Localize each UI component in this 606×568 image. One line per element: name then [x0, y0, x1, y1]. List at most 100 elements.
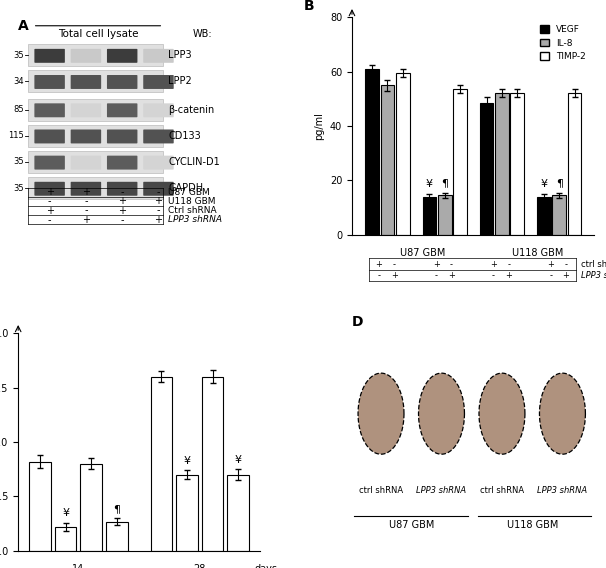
Text: ctrl shRNA: ctrl shRNA: [480, 486, 524, 495]
FancyBboxPatch shape: [28, 99, 163, 120]
Bar: [81, 464, 102, 551]
Text: -: -: [48, 215, 52, 225]
Text: +: +: [45, 187, 53, 197]
Text: +: +: [118, 206, 126, 216]
Text: -: -: [48, 197, 52, 206]
Bar: [422, 197, 436, 235]
FancyBboxPatch shape: [107, 75, 138, 89]
Text: 115: 115: [8, 131, 24, 140]
Text: U87 GBM: U87 GBM: [168, 188, 210, 197]
Text: +: +: [376, 260, 382, 269]
FancyBboxPatch shape: [28, 177, 163, 199]
Text: LPP3 shRNA: LPP3 shRNA: [581, 271, 606, 280]
Text: 34: 34: [13, 77, 24, 86]
Text: LPP3 shRNA: LPP3 shRNA: [538, 486, 587, 495]
Text: 35: 35: [13, 51, 24, 60]
FancyBboxPatch shape: [107, 49, 138, 63]
FancyBboxPatch shape: [107, 156, 138, 170]
Text: ¥: ¥: [62, 508, 69, 518]
Text: +: +: [448, 271, 455, 280]
Text: β-catenin: β-catenin: [168, 105, 215, 115]
Bar: [365, 69, 379, 235]
Text: -: -: [393, 260, 396, 269]
Text: +: +: [562, 271, 570, 280]
Text: LPP2: LPP2: [168, 76, 192, 86]
Text: +: +: [118, 197, 126, 206]
FancyBboxPatch shape: [35, 130, 65, 144]
Text: +: +: [45, 206, 53, 216]
Text: days: days: [255, 564, 278, 568]
FancyBboxPatch shape: [35, 49, 65, 63]
Text: Ctrl shRNA: Ctrl shRNA: [168, 206, 217, 215]
Bar: [381, 85, 395, 235]
Text: 35: 35: [13, 157, 24, 166]
FancyBboxPatch shape: [71, 182, 101, 196]
Text: LPP3 shRNA: LPP3 shRNA: [168, 215, 222, 224]
Text: LPP3 shRNA: LPP3 shRNA: [416, 486, 467, 495]
FancyBboxPatch shape: [143, 75, 174, 89]
Text: +: +: [155, 197, 162, 206]
Bar: [568, 93, 581, 235]
FancyBboxPatch shape: [28, 125, 163, 147]
FancyBboxPatch shape: [143, 49, 174, 63]
Text: -: -: [157, 187, 160, 197]
FancyBboxPatch shape: [28, 151, 163, 173]
Text: -: -: [121, 215, 124, 225]
Text: -: -: [435, 271, 438, 280]
FancyBboxPatch shape: [143, 182, 174, 196]
Text: ¥: ¥: [541, 179, 547, 189]
Text: U118 GBM: U118 GBM: [511, 248, 563, 258]
Text: CD133: CD133: [168, 131, 201, 141]
FancyBboxPatch shape: [71, 75, 101, 89]
Y-axis label: pg/ml: pg/ml: [315, 112, 324, 140]
Bar: [438, 195, 451, 235]
Text: +: +: [490, 260, 497, 269]
FancyBboxPatch shape: [35, 103, 65, 117]
Text: +: +: [433, 260, 440, 269]
Text: GAPDH: GAPDH: [168, 183, 203, 193]
Text: -: -: [121, 187, 124, 197]
Bar: [537, 197, 551, 235]
Text: ¶: ¶: [441, 178, 448, 188]
Text: 28: 28: [194, 564, 206, 568]
Text: A: A: [18, 19, 29, 33]
FancyBboxPatch shape: [143, 130, 174, 144]
FancyBboxPatch shape: [71, 156, 101, 170]
FancyBboxPatch shape: [107, 130, 138, 144]
Bar: [396, 73, 410, 235]
FancyBboxPatch shape: [143, 156, 174, 170]
Text: CYCLIN-D1: CYCLIN-D1: [168, 157, 220, 167]
FancyBboxPatch shape: [71, 103, 101, 117]
FancyBboxPatch shape: [35, 156, 65, 170]
Bar: [453, 89, 467, 235]
Text: U87 GBM: U87 GBM: [400, 248, 445, 258]
Text: ¥: ¥: [184, 456, 190, 466]
Text: ctrl shRNA: ctrl shRNA: [581, 260, 606, 269]
Text: LPP3: LPP3: [168, 50, 191, 60]
Bar: [176, 475, 198, 551]
Bar: [106, 521, 128, 551]
FancyBboxPatch shape: [35, 182, 65, 196]
Text: U87 GBM: U87 GBM: [388, 520, 434, 531]
FancyBboxPatch shape: [71, 49, 101, 63]
Text: U118 GBM: U118 GBM: [168, 197, 216, 206]
Text: -: -: [549, 271, 552, 280]
FancyBboxPatch shape: [107, 103, 138, 117]
Text: 35: 35: [13, 183, 24, 193]
Text: +: +: [82, 187, 90, 197]
Bar: [510, 93, 524, 235]
FancyBboxPatch shape: [35, 75, 65, 89]
Text: ¥: ¥: [235, 455, 242, 465]
FancyBboxPatch shape: [107, 182, 138, 196]
Text: ctrl shRNA: ctrl shRNA: [359, 486, 403, 495]
Text: 14: 14: [72, 564, 85, 568]
Text: WB:: WB:: [192, 29, 212, 39]
Text: +: +: [505, 271, 512, 280]
Text: D: D: [352, 315, 364, 329]
Text: +: +: [82, 215, 90, 225]
Text: -: -: [157, 206, 160, 216]
Text: U118 GBM: U118 GBM: [507, 520, 558, 531]
Text: -: -: [507, 260, 510, 269]
Bar: [495, 93, 509, 235]
Text: B: B: [304, 0, 315, 12]
